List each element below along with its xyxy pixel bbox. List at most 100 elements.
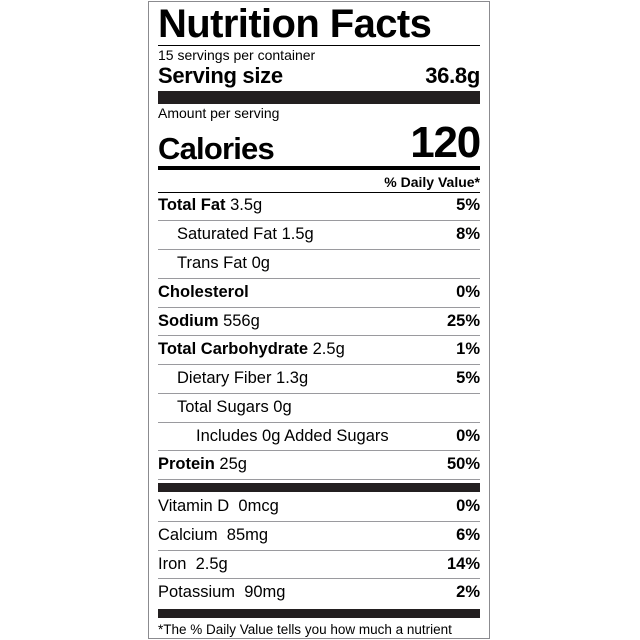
- nutrient-row: Total Sugars 0g: [158, 395, 480, 421]
- nutrient-row: Total Fat 3.5g 5%: [158, 193, 480, 219]
- vitamin-daily-value: 14%: [446, 554, 480, 573]
- vitamin-name: Calcium: [158, 525, 218, 544]
- daily-value-header: % Daily Value*: [384, 173, 480, 190]
- nutrient-row: Sodium 556g 25%: [158, 309, 480, 335]
- serving-size-value: 36.8g: [425, 62, 480, 88]
- nutrient-amount: 3.5g: [225, 196, 263, 215]
- nutrient-row-divider: [158, 421, 480, 423]
- divider-bar-calories: [158, 165, 480, 170]
- vitamin-amount: 90mg: [235, 583, 286, 602]
- nutrient-amount: 0g: [268, 397, 292, 416]
- nutrient-amount: 556g: [218, 311, 260, 330]
- nutrient-label: Cholesterol: [158, 282, 448, 304]
- nutrient-list: Total Fat 3.5g 5% Saturated Fat 1.5g 8% Tran…: [158, 193, 480, 481]
- vitamin-label: Vitamin D 0mcg: [158, 496, 448, 518]
- vitamin-row-divider: [158, 520, 480, 522]
- nutrient-row: Trans Fat 0g: [158, 251, 480, 277]
- nutrient-daily-value: 0%: [456, 282, 480, 301]
- nutrient-name: Dietary Fiber: [177, 369, 272, 388]
- nutrient-name: Protein: [158, 455, 215, 474]
- vitamin-label: Calcium 85mg: [158, 525, 448, 547]
- nutrient-label: Trans Fat 0g: [177, 253, 472, 275]
- vitamin-name: Iron: [158, 554, 187, 573]
- nutrient-name: Total Carbohydrate: [158, 340, 309, 359]
- vitamin-amount: 2.5g: [186, 554, 228, 573]
- vitamin-list: Vitamin D 0mcg 0% Calcium 85mg 6% Iron 2.5g 1…: [158, 494, 480, 606]
- divider-bar-top: [158, 91, 480, 105]
- nutrient-daily-value: 8%: [456, 225, 480, 244]
- vitamin-amount: 85mg: [217, 525, 269, 544]
- vitamin-row: Iron 2.5g 14%: [158, 552, 480, 578]
- vitamin-name: Vitamin D: [158, 497, 230, 516]
- divider-bar-vitamins: [158, 483, 480, 493]
- nutrient-row-divider: [158, 220, 480, 222]
- nutrient-daily-value: 5%: [456, 196, 480, 215]
- label-title: Nutrition Facts: [158, 2, 432, 46]
- vitamin-row: Vitamin D 0mcg 0%: [158, 494, 480, 520]
- nutrient-row: Protein 25g 50%: [158, 452, 480, 478]
- nutrient-daily-value: 25%: [446, 311, 480, 330]
- divider-bar-footnote: [158, 609, 480, 619]
- nutrition-facts-label: Nutrition Facts 15 servings per containe…: [148, 1, 490, 639]
- nutrient-name: Total Sugars: [177, 397, 269, 416]
- serving-size-row: Serving size 36.8g: [158, 62, 480, 89]
- nutrient-label: Includes 0g Added Sugars: [196, 426, 448, 448]
- vitamin-row-divider: [158, 578, 480, 580]
- footnote-line: in a serving of food contributes to a da…: [158, 638, 480, 639]
- nutrient-row: Includes 0g Added Sugars 0%: [158, 424, 480, 450]
- title-underline: [158, 45, 480, 47]
- nutrient-row-divider: [158, 364, 480, 366]
- nutrient-row-divider: [158, 335, 480, 337]
- nutrient-label: Dietary Fiber 1.3g: [177, 368, 448, 390]
- calories-row: Calories 120: [158, 117, 481, 167]
- nutrient-label: Sodium 556g: [158, 311, 439, 333]
- nutrient-name: Sodium: [158, 311, 219, 330]
- nutrient-amount: 1.5g: [276, 225, 314, 244]
- nutrient-amount: 25g: [214, 455, 247, 474]
- calories-label: Calories: [158, 131, 275, 167]
- nutrient-row-divider: [158, 392, 480, 394]
- nutrient-row-divider: [158, 479, 480, 481]
- nutrient-row: Total Carbohydrate 2.5g 1%: [158, 337, 480, 363]
- vitamin-name: Potassium: [158, 583, 236, 602]
- footnote-line: *The % Daily Value tells you how much a …: [158, 622, 452, 638]
- nutrient-name: Saturated Fat: [177, 225, 277, 244]
- nutrient-label: Protein 25g: [158, 454, 439, 476]
- serving-size-label: Serving size: [158, 62, 283, 88]
- vitamin-label: Potassium 90mg: [158, 582, 448, 604]
- nutrient-row-divider: [158, 248, 480, 250]
- daily-value-underline: [158, 192, 480, 194]
- nutrient-amount: 1.3g: [271, 369, 309, 388]
- nutrient-row-divider: [158, 306, 480, 308]
- nutrient-row: Cholesterol 0%: [158, 280, 480, 306]
- nutrient-label: Total Sugars 0g: [177, 397, 472, 419]
- calories-value: 120: [410, 117, 481, 167]
- nutrient-label: Saturated Fat 1.5g: [177, 224, 448, 246]
- vitamin-row-divider: [158, 549, 480, 551]
- nutrient-row-divider: [158, 277, 480, 279]
- nutrient-daily-value: 0%: [456, 426, 480, 445]
- amount-per-serving-label: Amount per serving: [158, 105, 280, 122]
- nutrient-label: Total Carbohydrate 2.5g: [158, 339, 448, 361]
- servings-per-container: 15 servings per container: [158, 47, 316, 64]
- nutrient-daily-value: 5%: [456, 369, 480, 388]
- vitamin-row: Calcium 85mg 6%: [158, 523, 480, 549]
- nutrient-name: Total Fat: [158, 196, 226, 215]
- nutrient-amount: 0g: [247, 253, 270, 272]
- nutrient-row: Dietary Fiber 1.3g 5%: [158, 366, 480, 392]
- vitamin-label: Iron 2.5g: [158, 554, 439, 576]
- nutrient-daily-value: 1%: [456, 340, 480, 359]
- vitamin-daily-value: 6%: [456, 525, 480, 544]
- nutrient-amount: 2.5g: [308, 340, 345, 359]
- nutrient-row-divider: [158, 450, 480, 452]
- vitamin-daily-value: 2%: [456, 583, 480, 602]
- nutrient-row: Saturated Fat 1.5g 8%: [158, 222, 480, 248]
- nutrient-daily-value: 50%: [446, 455, 480, 474]
- nutrient-label: Total Fat 3.5g: [158, 195, 448, 217]
- nutrient-name: Cholesterol: [158, 282, 249, 301]
- vitamin-amount: 0mcg: [229, 497, 279, 516]
- nutrient-name: Trans Fat: [177, 253, 247, 272]
- nutrient-name: Includes 0g Added Sugars: [196, 426, 389, 445]
- vitamin-daily-value: 0%: [456, 497, 480, 516]
- daily-value-footnote: *The % Daily Value tells you how much a …: [158, 620, 480, 639]
